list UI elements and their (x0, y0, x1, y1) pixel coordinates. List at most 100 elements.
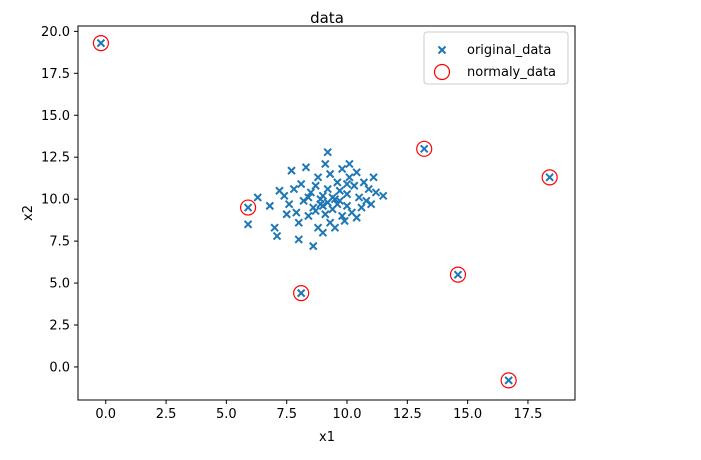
y-tick-label: 5.0 (49, 277, 70, 292)
x-tick-label: 7.5 (276, 407, 297, 422)
data-point-original (366, 199, 376, 209)
data-point-original (299, 196, 308, 206)
x-tick-label: 17.5 (513, 407, 542, 422)
data-point-original (311, 206, 320, 216)
legend-label-anomaly: normaly_data (467, 65, 556, 80)
x-tick-label: 5.0 (216, 407, 237, 422)
data-point-original (340, 216, 349, 226)
data-point-original (306, 188, 316, 197)
data-point-original (309, 241, 318, 251)
data-point-original (378, 191, 388, 201)
chart-title: data (310, 9, 344, 27)
x-tick-label: 15.0 (453, 407, 482, 422)
data-point-original (342, 201, 352, 211)
data-point-anomaly (293, 285, 310, 302)
data-point-original (284, 199, 294, 209)
data-point-original (545, 173, 554, 182)
data-point-original (304, 211, 313, 221)
data-point-original (289, 184, 299, 194)
x-tick-label: 12.5 (393, 407, 422, 422)
data-point-original (292, 208, 301, 217)
x-tick-label: 0.0 (95, 407, 116, 422)
legend-box (423, 31, 569, 85)
data-point-original (253, 193, 262, 202)
data-point-original (272, 231, 282, 241)
y-axis-label: x2 (21, 205, 36, 221)
data-point-anomaly (500, 372, 517, 389)
data-point-original (294, 235, 303, 244)
legend: original_data normaly_data (423, 31, 569, 85)
data-point-original (335, 186, 344, 195)
data-point-original (330, 223, 340, 232)
data-point-original (96, 38, 106, 48)
data-point-original (504, 376, 513, 385)
data-point-original (345, 159, 354, 169)
legend-x-marker (437, 45, 447, 55)
legend-circle-marker (433, 63, 451, 81)
data-point-original (335, 196, 344, 206)
y-tick-label: 15.0 (41, 109, 70, 124)
data-point-original (316, 194, 325, 204)
data-point-original (323, 198, 332, 207)
data-point-original (453, 270, 463, 279)
data-point-original (243, 220, 253, 229)
y-tick-label: 12.5 (41, 151, 70, 166)
data-point-original (359, 178, 369, 187)
data-point-original (364, 184, 373, 194)
data-point-original (287, 166, 296, 175)
data-point-anomaly (92, 35, 110, 52)
y-tick-label: 10.0 (41, 193, 70, 208)
data-point-anomaly (449, 266, 467, 283)
data-point-original (321, 159, 330, 169)
data-point-original (296, 179, 306, 189)
x-tick-label: 2.5 (156, 407, 177, 422)
data-point-original (354, 193, 364, 202)
data-point-original (311, 181, 320, 190)
data-point-original (369, 173, 378, 182)
legend-x-glyph (437, 45, 447, 55)
data-point-original (362, 196, 371, 206)
data-point-original (323, 184, 332, 194)
y-tick-label: 20.0 (41, 25, 70, 40)
data-point-original (301, 163, 311, 172)
data-point-original (304, 193, 313, 202)
legend-label-original: original_data (467, 43, 551, 58)
data-point-original (296, 288, 306, 298)
data-point-original (345, 173, 354, 182)
data-point-original (323, 147, 332, 157)
data-point-original (280, 191, 289, 201)
data-point-original (243, 203, 253, 212)
data-point-original (357, 203, 366, 212)
plot-area (77, 25, 576, 401)
data-point-original (333, 178, 342, 187)
data-point-original (313, 173, 323, 182)
data-point-original (352, 213, 361, 222)
data-point-original (337, 211, 347, 221)
y-tick-label: 17.5 (41, 67, 70, 82)
data-point-original (318, 201, 328, 211)
x-axis-label: x1 (319, 430, 335, 445)
data-point-original (294, 218, 303, 227)
data-point-anomaly (416, 140, 433, 157)
data-point-original (270, 223, 279, 232)
data-point-original (282, 210, 291, 219)
data-point-original (321, 210, 330, 219)
data-point-original (265, 201, 275, 211)
data-point-original (342, 179, 352, 189)
data-point-original (318, 228, 328, 237)
data-point-anomaly (239, 199, 257, 216)
data-point-original (350, 181, 359, 190)
data-point-original (342, 189, 352, 199)
data-point-original (371, 188, 381, 197)
y-tick-label: 0.0 (49, 360, 70, 375)
y-tick-label: 7.5 (49, 235, 70, 250)
data-point-original (420, 144, 429, 154)
data-point-original (337, 164, 347, 174)
chart-marks (92, 35, 558, 389)
x-tick-label: 10.0 (333, 407, 362, 422)
y-tick-label: 2.5 (49, 318, 70, 333)
axis-ticks: 0.0 2.5 5.0 7.5 10.0 12.5 15.0 17.5 0.0 2.5 5.0 7.5… (41, 25, 542, 422)
data-point-anomaly (541, 169, 558, 186)
data-point-original (325, 169, 335, 179)
